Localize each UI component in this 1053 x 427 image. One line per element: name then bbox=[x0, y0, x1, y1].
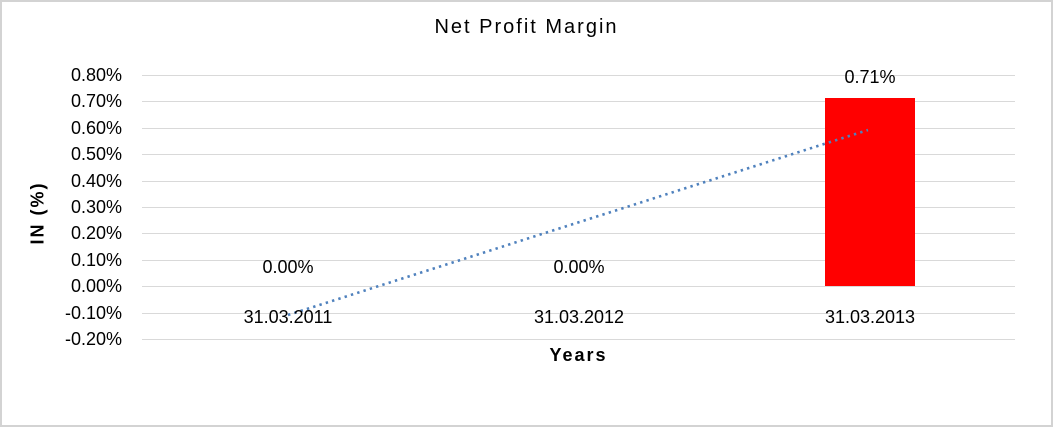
y-tick-label: 0.20% bbox=[70, 223, 122, 243]
y-tick-label: 0.60% bbox=[70, 118, 122, 138]
y-tick-label: 0.10% bbox=[70, 250, 122, 270]
bar-2013 bbox=[825, 98, 915, 286]
y-tick-label: 0.30% bbox=[70, 197, 122, 217]
trendline bbox=[287, 128, 869, 317]
y-tick-label: 0.40% bbox=[70, 171, 122, 191]
y-tick-label: 0.80% bbox=[70, 65, 122, 85]
x-axis-title: Years bbox=[549, 345, 608, 365]
y-axis-title: IN (%) bbox=[27, 181, 48, 245]
x-category-label-2012: 31.03.2012 bbox=[533, 307, 625, 327]
x-category-label-2013: 31.03.2013 bbox=[824, 307, 916, 327]
y-tick-label: -0.10% bbox=[64, 303, 122, 323]
y-tick-label: 0.70% bbox=[70, 91, 122, 111]
y-tick-label: -0.20% bbox=[64, 329, 122, 349]
y-tick-label: 0.00% bbox=[70, 276, 122, 296]
y-tick-label: 0.50% bbox=[70, 144, 122, 164]
data-label-2012: 0.00% bbox=[553, 257, 605, 277]
x-category-label-2011: 31.03.2011 bbox=[243, 307, 333, 327]
data-label-2011: 0.00% bbox=[262, 257, 314, 277]
data-label-2013: 0.71% bbox=[844, 67, 896, 87]
chart-title: Net Profit Margin bbox=[434, 16, 619, 38]
